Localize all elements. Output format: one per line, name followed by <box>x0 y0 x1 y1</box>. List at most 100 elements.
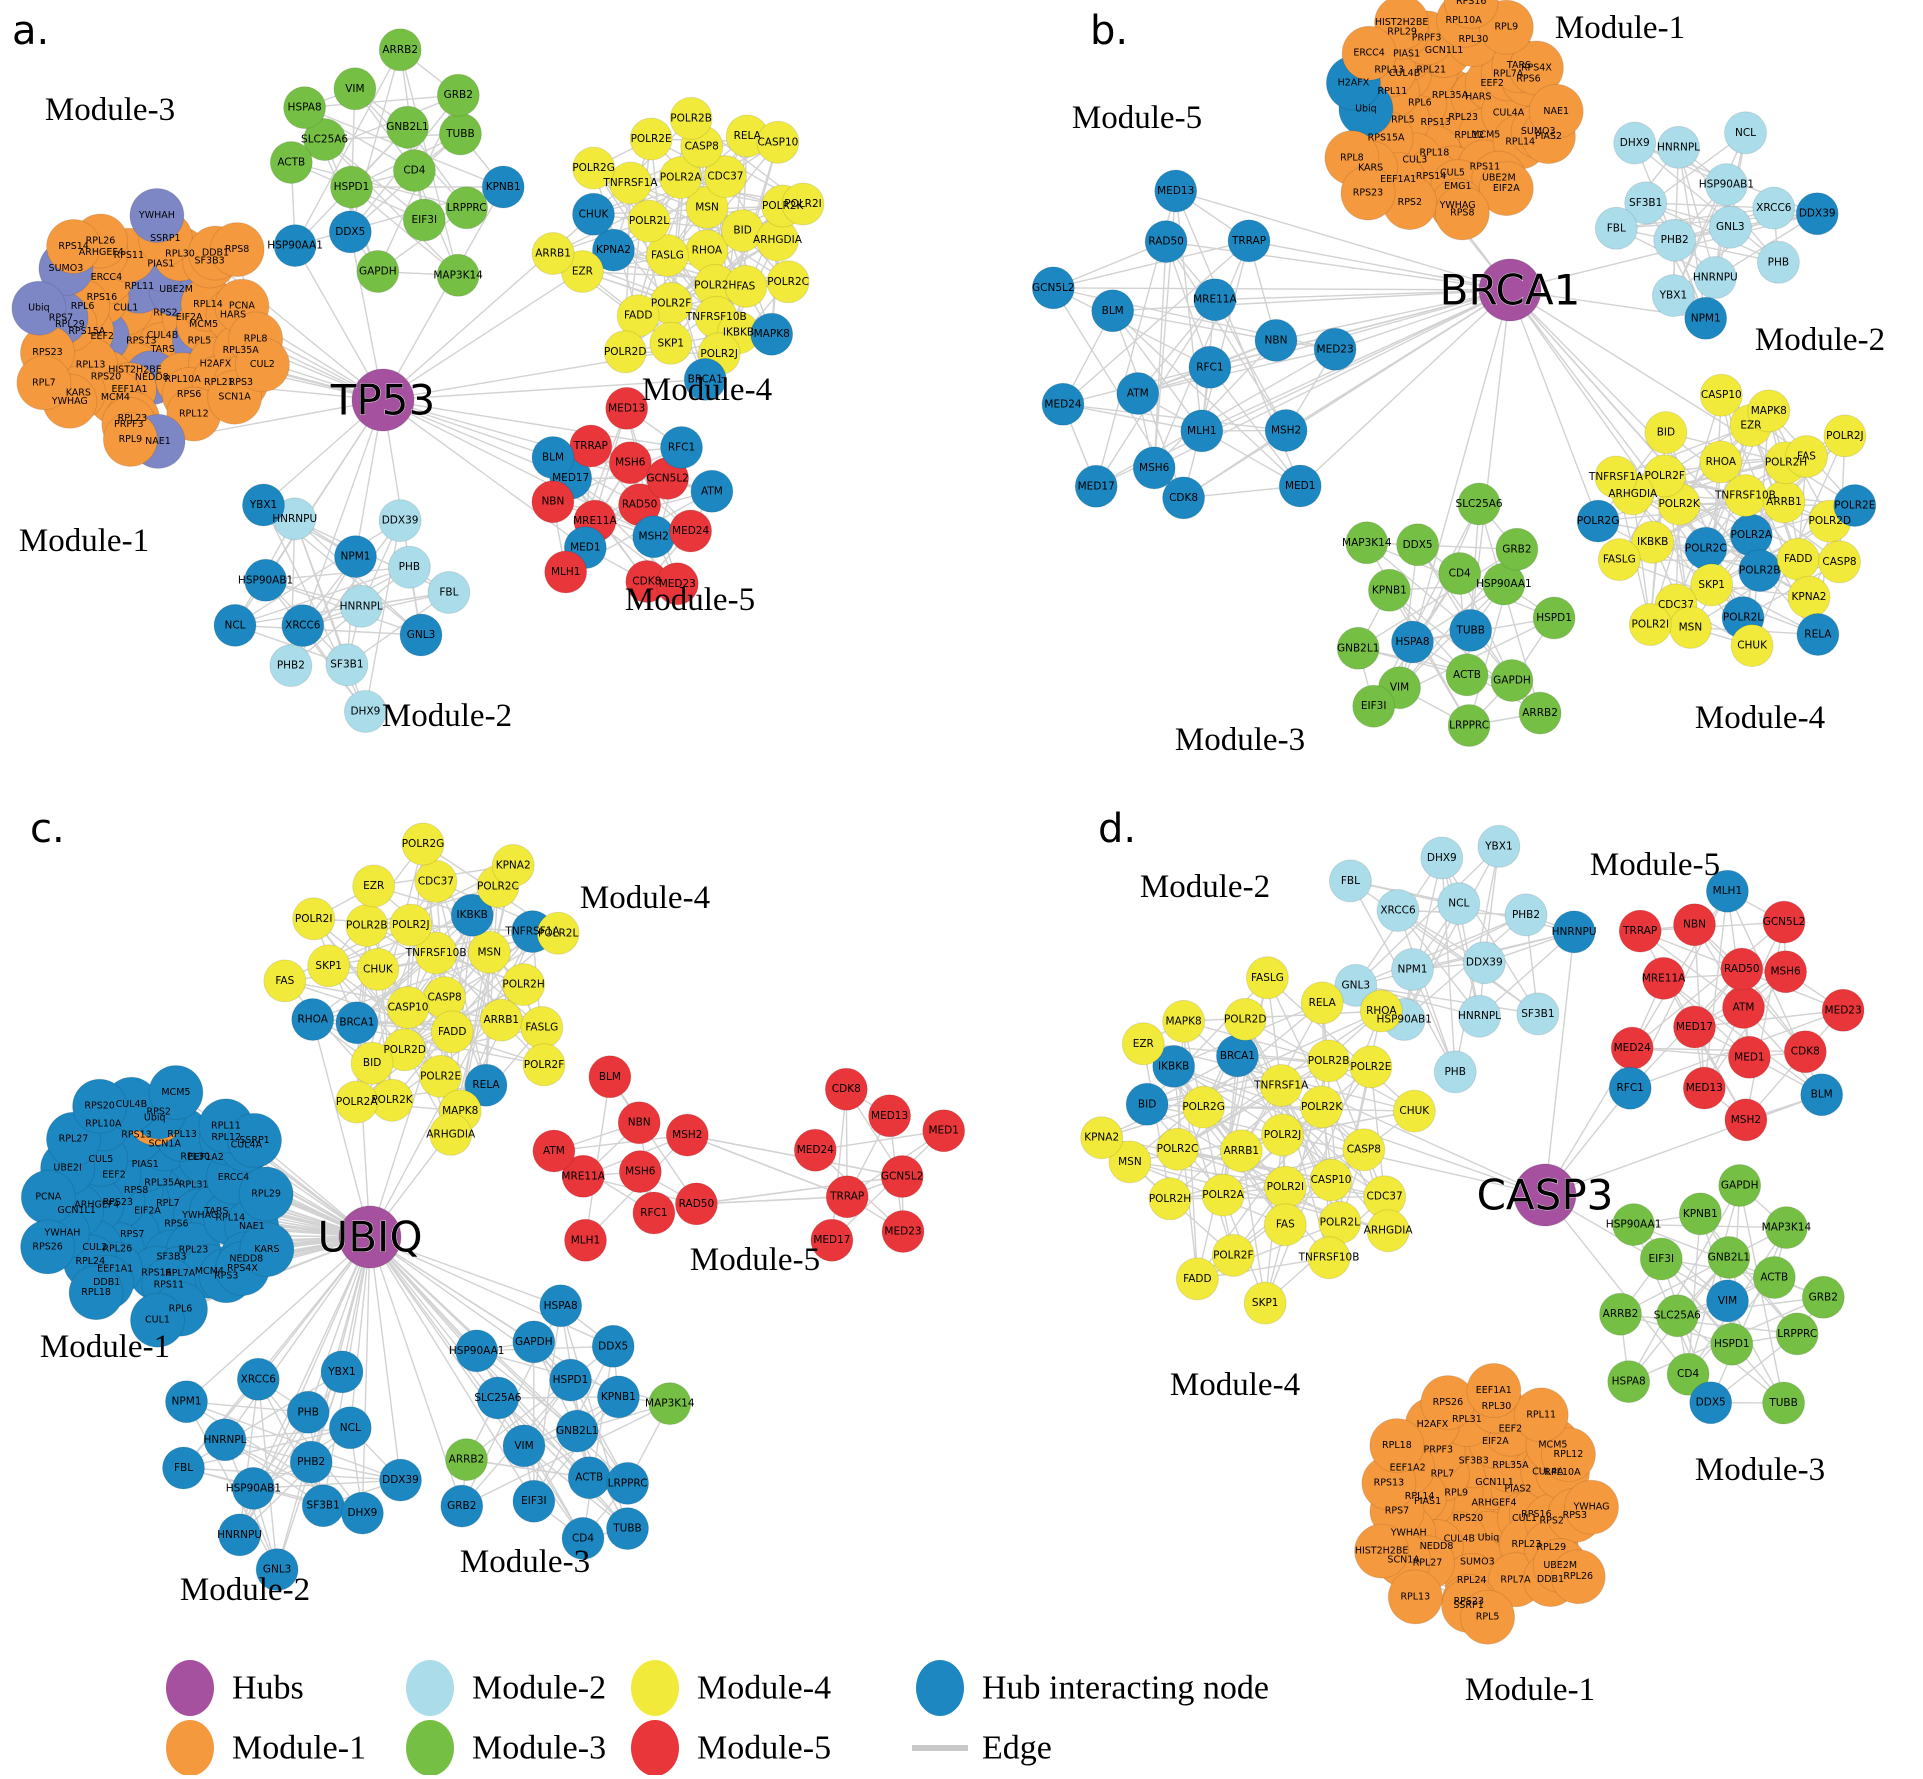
node-CDK8[interactable] <box>825 1068 867 1110</box>
node-ATM[interactable] <box>533 1130 575 1172</box>
node-XRCC6[interactable] <box>1377 890 1419 932</box>
node-MED24[interactable] <box>670 510 712 552</box>
node-HNRNPL[interactable] <box>204 1419 246 1461</box>
node-POLR2C[interactable] <box>767 261 809 303</box>
node-RFC1[interactable] <box>633 1192 675 1234</box>
node-EIF3I[interactable] <box>1353 685 1395 727</box>
node-MED24[interactable] <box>1611 1027 1653 1069</box>
node-MRE11A[interactable] <box>1194 279 1236 321</box>
node-POLR2D[interactable] <box>604 331 646 373</box>
node-SLC25A6[interactable] <box>477 1377 519 1419</box>
node-HSPA8[interactable] <box>540 1285 582 1327</box>
node-DDX5[interactable] <box>329 211 371 253</box>
node-RFC1[interactable] <box>661 427 703 469</box>
node-DDX39[interactable] <box>380 1459 422 1501</box>
node-POLR2B[interactable] <box>1739 550 1781 592</box>
node-DDX39[interactable] <box>1463 942 1505 984</box>
node-HSPA8[interactable] <box>1608 1361 1650 1403</box>
node-HSP90AB1[interactable] <box>232 1467 274 1509</box>
node-RPL18[interactable] <box>69 1266 123 1320</box>
node-POLR2I[interactable] <box>1629 604 1671 646</box>
node-EEF1A1[interactable] <box>1467 1364 1521 1418</box>
node-MLH1[interactable] <box>545 551 587 593</box>
node-TNFRSF1A[interactable] <box>1595 456 1637 498</box>
node-POLR2F[interactable] <box>523 1044 565 1086</box>
node-HIST2H2BE[interactable] <box>1355 1524 1409 1578</box>
node-GCN5L2[interactable] <box>881 1156 923 1198</box>
node-CD4[interactable] <box>393 150 435 192</box>
node-TUBB[interactable] <box>1763 1382 1805 1424</box>
node-POLR2A[interactable] <box>1202 1174 1244 1216</box>
node-VIM[interactable] <box>503 1425 545 1467</box>
node-BID[interactable] <box>1126 1083 1168 1125</box>
node-ARRB2[interactable] <box>379 29 421 71</box>
node-GNL3[interactable] <box>1709 206 1751 248</box>
node-CDK8[interactable] <box>1163 477 1205 519</box>
node-SF3B1[interactable] <box>302 1485 344 1527</box>
node-CASP10[interactable] <box>387 987 429 1029</box>
node-NPM1[interactable] <box>166 1381 208 1423</box>
node-ARRB1[interactable] <box>532 233 574 275</box>
node-POLR2H[interactable] <box>503 964 545 1006</box>
node-BLM[interactable] <box>1092 290 1134 332</box>
node-POLR2E[interactable] <box>630 118 672 160</box>
node-HSPD1[interactable] <box>1711 1323 1753 1365</box>
node-CHUK[interactable] <box>573 193 615 235</box>
node-CDK8[interactable] <box>1784 1031 1826 1073</box>
node-NCL[interactable] <box>1438 883 1480 925</box>
node-DDX39[interactable] <box>1796 193 1838 235</box>
node-POLR2I[interactable] <box>1264 1166 1306 1208</box>
node-HSPA8[interactable] <box>284 87 326 129</box>
node-FAS[interactable] <box>1264 1204 1306 1246</box>
node-GNB2L1[interactable] <box>1708 1237 1750 1279</box>
node-FAS[interactable] <box>264 960 306 1002</box>
node-DHX9[interactable] <box>1421 837 1463 879</box>
node-BLM[interactable] <box>1801 1074 1843 1116</box>
node-MED24[interactable] <box>1042 383 1084 425</box>
node-BRCA1[interactable] <box>1216 1035 1258 1077</box>
node-TRRAP[interactable] <box>1619 910 1661 952</box>
node-MED13[interactable] <box>1683 1067 1725 1109</box>
node-PHB2[interactable] <box>290 1441 332 1483</box>
node-ACTB[interactable] <box>1446 654 1488 696</box>
node-RPL5[interactable] <box>1461 1590 1515 1644</box>
node-HSPD1[interactable] <box>550 1359 592 1401</box>
node-FBL[interactable] <box>428 572 470 614</box>
node-GNB2L1[interactable] <box>556 1410 598 1452</box>
node-FAS[interactable] <box>725 265 767 307</box>
node-NAE1[interactable] <box>1529 84 1583 138</box>
node-MED1[interactable] <box>1279 465 1321 507</box>
node-SKP1[interactable] <box>1691 564 1733 606</box>
node-MSN[interactable] <box>468 931 510 973</box>
node-MED23[interactable] <box>1822 989 1864 1031</box>
node-PHB2[interactable] <box>270 645 312 687</box>
node-GNL3[interactable] <box>400 614 442 656</box>
node-CHUK[interactable] <box>1393 1090 1435 1132</box>
node-FASLG[interactable] <box>521 1007 563 1049</box>
node-EIF3I[interactable] <box>403 199 445 241</box>
node-RAD50[interactable] <box>1145 221 1187 263</box>
node-HSPD1[interactable] <box>331 166 373 208</box>
node-MED17[interactable] <box>1075 465 1117 507</box>
node-DDX39[interactable] <box>379 500 421 542</box>
node-ACTB[interactable] <box>568 1457 610 1499</box>
node-TUBB[interactable] <box>1450 609 1492 651</box>
node-CHUK[interactable] <box>1731 625 1773 667</box>
node-DDX5[interactable] <box>592 1325 634 1367</box>
node-CASP8[interactable] <box>1343 1129 1385 1171</box>
node-POLR2I[interactable] <box>293 898 335 940</box>
node-RPL26[interactable] <box>1551 1550 1605 1604</box>
node-ACTB[interactable] <box>270 142 312 184</box>
node-RPL9[interactable] <box>103 412 157 466</box>
node-RPS8[interactable] <box>1435 186 1489 240</box>
node-FASLG[interactable] <box>1598 539 1640 581</box>
node-ARRB2[interactable] <box>1519 692 1561 734</box>
node-EIF3I[interactable] <box>513 1480 555 1522</box>
node-POLR2K[interactable] <box>1301 1086 1343 1128</box>
node-HNRNPL[interactable] <box>1459 995 1501 1037</box>
node-MLH1[interactable] <box>1181 410 1223 452</box>
node-RAD50[interactable] <box>675 1183 717 1225</box>
node-NCL[interactable] <box>214 604 256 646</box>
node-YWHAG[interactable] <box>1565 1480 1619 1534</box>
node-ARRB2[interactable] <box>446 1439 488 1481</box>
